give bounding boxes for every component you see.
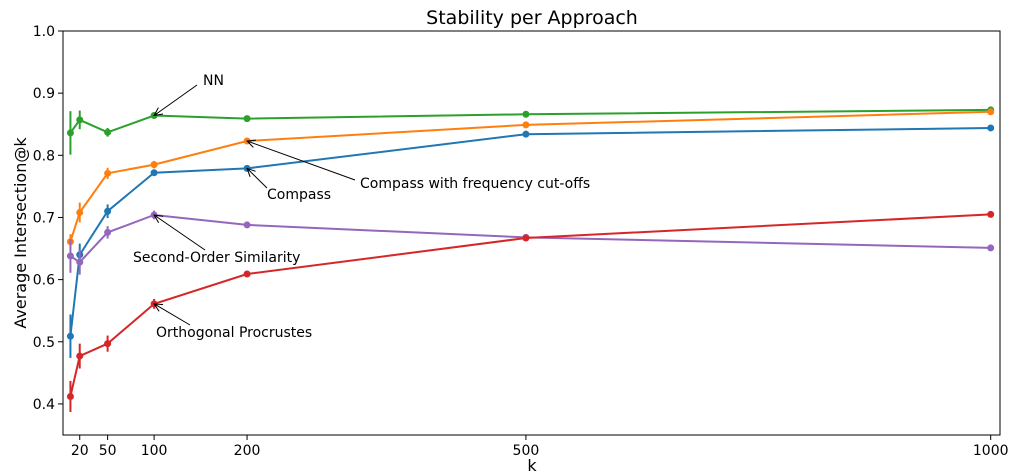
- y-axis-label: Average Intersection@k: [11, 137, 30, 329]
- chart-title: Stability per Approach: [426, 7, 638, 29]
- annotation: NN: [153, 73, 224, 117]
- data-point: [522, 110, 530, 118]
- data-point: [76, 258, 84, 266]
- data-point: [104, 228, 112, 236]
- y-tick-label: 0.4: [33, 397, 55, 413]
- data-point: [76, 352, 84, 360]
- data-point: [104, 207, 112, 215]
- annotation-arrow: [246, 168, 268, 189]
- annotation-arrow: [153, 84, 198, 116]
- data-point: [522, 130, 530, 138]
- series-line: [69, 127, 991, 337]
- annotation-arrow: [246, 140, 356, 181]
- annotations: NN Compass with frequency cut-offs Compass…: [133, 73, 590, 341]
- data-point: [987, 124, 995, 132]
- y-tick-label: 0.7: [33, 210, 55, 226]
- data-point: [987, 210, 995, 218]
- x-tick-label: 100: [141, 443, 168, 459]
- data-point: [104, 128, 112, 136]
- annotation-label: NN: [203, 73, 224, 89]
- plot-frame: [62, 30, 1001, 436]
- data-point: [987, 108, 995, 116]
- annotation: Second-Order Similarity: [133, 214, 300, 266]
- x-tick-label: 1000: [973, 443, 1009, 459]
- data-point: [522, 234, 530, 242]
- y-tick-label: 0.9: [33, 86, 55, 102]
- annotation-arrowhead: [153, 107, 164, 117]
- data-point: [66, 332, 74, 340]
- data-point: [243, 221, 251, 229]
- data-point: [66, 252, 74, 260]
- data-point: [66, 129, 74, 137]
- x-tick-label: 20: [71, 443, 89, 459]
- x-axis-ticks: 20 50 100 200 500 1000: [71, 435, 1009, 459]
- data-point: [243, 270, 251, 278]
- series-1: [66, 108, 995, 250]
- series-2: [66, 124, 995, 358]
- series-4: [66, 210, 995, 413]
- annotation: Orthogonal Procrustes: [153, 303, 312, 341]
- annotation-label: Orthogonal Procrustes: [156, 325, 312, 341]
- series-line: [69, 213, 991, 397]
- data-point: [66, 392, 74, 400]
- series-lines: [66, 106, 995, 413]
- annotation: Compass: [246, 167, 331, 203]
- annotation: Compass with frequency cut-offs: [246, 139, 590, 192]
- annotation-arrowhead: [153, 214, 164, 224]
- data-point: [150, 169, 158, 177]
- annotation-label: Second-Order Similarity: [133, 250, 300, 266]
- annotation-label: Compass: [267, 187, 331, 203]
- y-tick-label: 1.0: [33, 24, 55, 40]
- x-tick-label: 200: [234, 443, 261, 459]
- annotation-arrow: [153, 214, 206, 251]
- x-axis-label: k: [527, 456, 537, 473]
- y-tick-label: 0.6: [33, 273, 55, 289]
- data-point: [76, 208, 84, 216]
- annotation-arrowhead: [246, 167, 256, 177]
- annotation-arrowhead: [153, 303, 164, 312]
- annotation-arrow: [153, 303, 191, 326]
- data-point: [76, 116, 84, 124]
- data-point: [150, 161, 158, 169]
- data-point: [104, 340, 112, 348]
- annotation-arrowhead: [246, 139, 257, 148]
- data-point: [243, 115, 251, 123]
- y-tick-label: 0.8: [33, 148, 55, 164]
- x-tick-label: 50: [99, 443, 117, 459]
- plot-area: [62, 30, 1001, 436]
- y-tick-label: 0.5: [33, 335, 55, 351]
- x-tick-label: 500: [513, 443, 540, 459]
- annotation-label: Compass with frequency cut-offs: [360, 176, 590, 192]
- data-point: [522, 121, 530, 129]
- y-axis-ticks: 0.4 0.5 0.6 0.7 0.8 0.9 1.0: [33, 24, 63, 413]
- data-point: [104, 169, 112, 177]
- data-point: [987, 244, 995, 252]
